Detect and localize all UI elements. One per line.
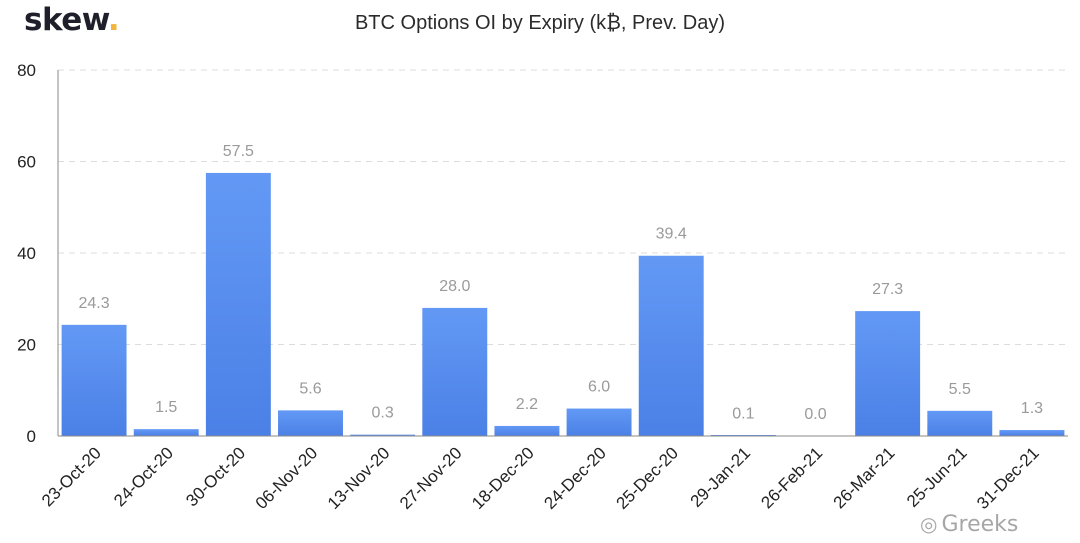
data-label: 5.5 bbox=[949, 381, 971, 398]
x-axis-ticks: 23-Oct-20 24-Oct-20 30-Oct-20 06-Nov-20 13-N… bbox=[38, 443, 1043, 513]
bar-24-Dec-20 bbox=[566, 408, 632, 436]
x-tick-label: 26-Mar-21 bbox=[830, 443, 899, 512]
wechat-icon: ◎ bbox=[920, 512, 938, 536]
data-label: 6.0 bbox=[588, 379, 610, 396]
bar-23-Oct-20 bbox=[61, 324, 127, 436]
data-label: 0.0 bbox=[804, 406, 826, 423]
x-tick-label: 06-Nov-20 bbox=[252, 443, 322, 513]
x-tick-label: 30-Oct-20 bbox=[182, 443, 249, 510]
bar-13-Nov-20 bbox=[350, 434, 416, 436]
x-tick-label: 26-Feb-21 bbox=[757, 443, 826, 512]
x-tick-label: 27-Nov-20 bbox=[396, 443, 466, 513]
y-tick-label: 20 bbox=[17, 336, 36, 355]
data-label: 1.3 bbox=[1021, 400, 1043, 417]
bar-25-Dec-20 bbox=[638, 255, 704, 436]
x-tick-label: 31-Dec-21 bbox=[973, 443, 1043, 513]
data-label: 27.3 bbox=[872, 281, 903, 298]
y-tick-label: 0 bbox=[27, 427, 36, 446]
y-axis-ticks: 0 20 40 60 80 bbox=[17, 61, 36, 446]
skew-logo: skew. bbox=[24, 2, 120, 38]
bar-06-Nov-20 bbox=[278, 410, 343, 436]
bar-27-Nov-20 bbox=[422, 307, 488, 436]
y-tick-label: 60 bbox=[17, 153, 36, 172]
data-label: 28.0 bbox=[439, 278, 470, 295]
x-tick-label: 18-Dec-20 bbox=[468, 443, 538, 513]
y-tick-label: 40 bbox=[17, 244, 36, 263]
x-tick-label: 29-Jan-21 bbox=[687, 443, 755, 511]
bar-31-Dec-21 bbox=[999, 430, 1065, 436]
data-label: 0.1 bbox=[732, 406, 754, 423]
bar-24-Oct-20 bbox=[133, 429, 199, 436]
bar-18-Dec-20 bbox=[494, 425, 560, 436]
y-tick-label: 80 bbox=[17, 61, 36, 80]
x-tick-label: 25-Jun-21 bbox=[903, 443, 971, 511]
bars bbox=[61, 172, 1065, 436]
data-label: 0.3 bbox=[372, 405, 394, 422]
data-labels: 24.3 1.5 57.5 5.6 0.3 28.0 2.2 6.0 39.4 0.1 0.0 27.… bbox=[79, 143, 1044, 423]
data-label: 5.6 bbox=[299, 380, 321, 397]
x-tick-label: 24-Dec-20 bbox=[540, 443, 610, 513]
data-label: 57.5 bbox=[223, 143, 254, 160]
bar-25-Jun-21 bbox=[927, 410, 993, 436]
chart-title: BTC Options OI by Expiry (k₿, Prev. Day) bbox=[354, 12, 726, 34]
x-tick-label: 13-Nov-20 bbox=[324, 443, 394, 513]
data-label: 2.2 bbox=[516, 396, 538, 413]
data-label: 39.4 bbox=[656, 226, 687, 243]
data-label: 1.5 bbox=[155, 399, 177, 416]
x-tick-label: 24-Oct-20 bbox=[110, 443, 177, 510]
data-label: 24.3 bbox=[79, 295, 110, 312]
x-tick-label: 25-Dec-20 bbox=[612, 443, 682, 513]
x-tick-label: 23-Oct-20 bbox=[38, 443, 105, 510]
bar-26-Mar-21 bbox=[855, 311, 921, 436]
bar-30-Oct-20 bbox=[205, 172, 271, 436]
watermark: ◎ Greeks bbox=[920, 512, 1019, 537]
